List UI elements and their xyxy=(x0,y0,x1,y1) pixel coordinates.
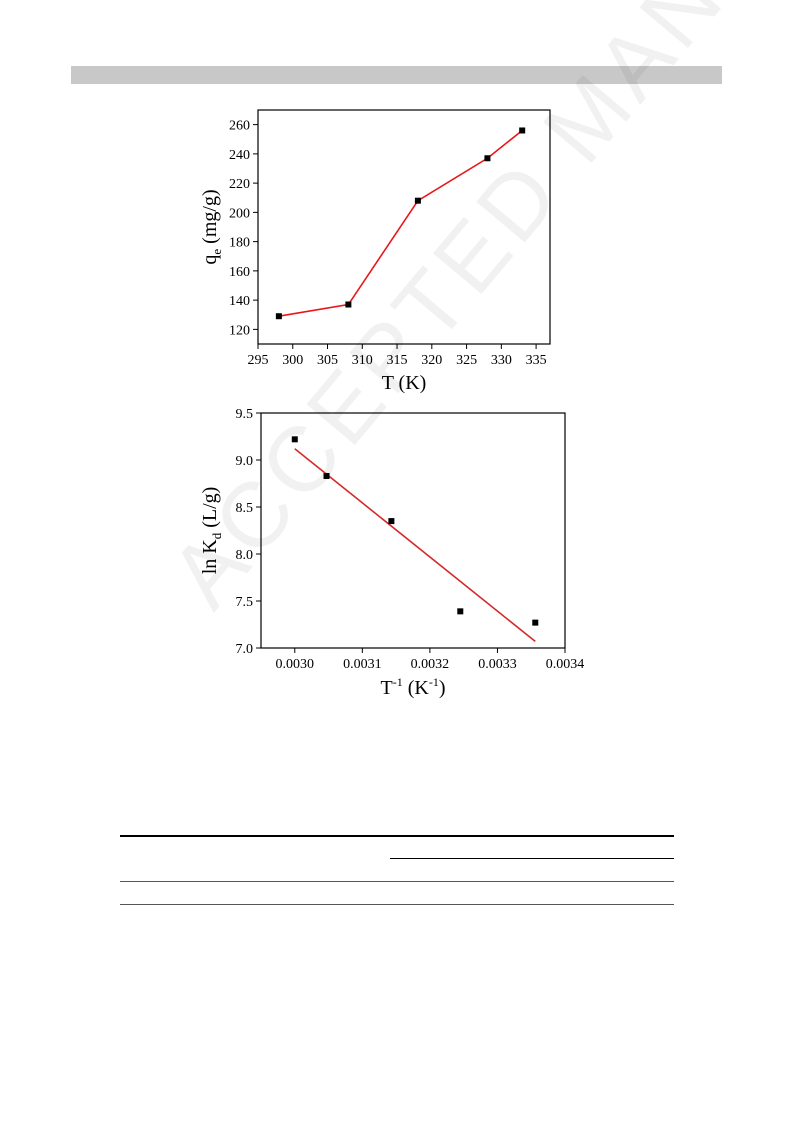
y-tick-label: 7.5 xyxy=(236,595,254,610)
x-axis-title: T-1 (K-1) xyxy=(381,675,446,699)
header-bar xyxy=(71,66,722,84)
plot-frame xyxy=(257,109,551,345)
y-tick-label: 200 xyxy=(229,206,250,221)
y-tick-label: 7.0 xyxy=(236,642,254,657)
data-point xyxy=(484,155,491,162)
x-tick-label: 0.0034 xyxy=(546,657,585,672)
data-point xyxy=(457,608,464,615)
x-tick-label: 0.0031 xyxy=(343,657,382,672)
y-tick-label: 9.5 xyxy=(236,407,254,422)
y-tick-label: 160 xyxy=(229,265,250,280)
y-tick-label: 9.0 xyxy=(236,454,254,469)
y-tick-label: 8.0 xyxy=(236,548,254,563)
x-tick-label: 0.0032 xyxy=(411,657,450,672)
x-tick-label: 335 xyxy=(526,353,547,368)
y-tick-label: 180 xyxy=(229,236,250,251)
table-subheader-rule xyxy=(390,858,674,859)
y-tick-label: 140 xyxy=(229,294,250,309)
qe-vs-temperature-chart: 295 300 305 310 315 320 325 330 335 120 140 160 180 2… xyxy=(199,109,551,394)
y-tick-label: 8.5 xyxy=(236,501,254,516)
y-axis-title: qe (mg/g) xyxy=(199,189,224,264)
x-tick-label: 305 xyxy=(317,353,338,368)
x-axis-title: T (K) xyxy=(382,372,427,394)
table-header-rule xyxy=(120,881,674,882)
y-tick-label: 240 xyxy=(229,148,250,163)
y-axis-title: ln Kd (L/g) xyxy=(199,487,224,575)
x-tick-label: 320 xyxy=(421,353,442,368)
table-row-rule xyxy=(120,904,674,905)
data-point xyxy=(388,518,395,525)
data-point xyxy=(519,127,526,134)
fit-line xyxy=(294,448,536,643)
x-tick-label: 0.0030 xyxy=(276,657,315,672)
data-point xyxy=(532,619,539,626)
x-tick-label: 315 xyxy=(387,353,408,368)
y-tick-label: 260 xyxy=(229,119,250,134)
plot-frame xyxy=(260,412,566,649)
lnkd-vs-inverse-temperature-chart: 0.0030 0.0031 0.0032 0.0033 0.0034 7.0 7.5 8.0 8… xyxy=(199,407,585,699)
y-tick-label: 220 xyxy=(229,177,250,192)
data-point xyxy=(345,301,352,308)
data-point xyxy=(414,197,421,204)
data-point xyxy=(323,472,330,479)
table-top-rule xyxy=(120,835,674,837)
x-tick-label: 310 xyxy=(352,353,373,368)
x-tick-label: 0.0033 xyxy=(478,657,517,672)
x-tick-label: 330 xyxy=(491,353,512,368)
data-point xyxy=(275,313,282,320)
x-tick-label: 300 xyxy=(282,353,303,368)
x-tick-label: 325 xyxy=(456,353,477,368)
y-tick-label: 120 xyxy=(229,323,250,338)
x-tick-label: 295 xyxy=(248,353,269,368)
data-point xyxy=(291,436,298,443)
